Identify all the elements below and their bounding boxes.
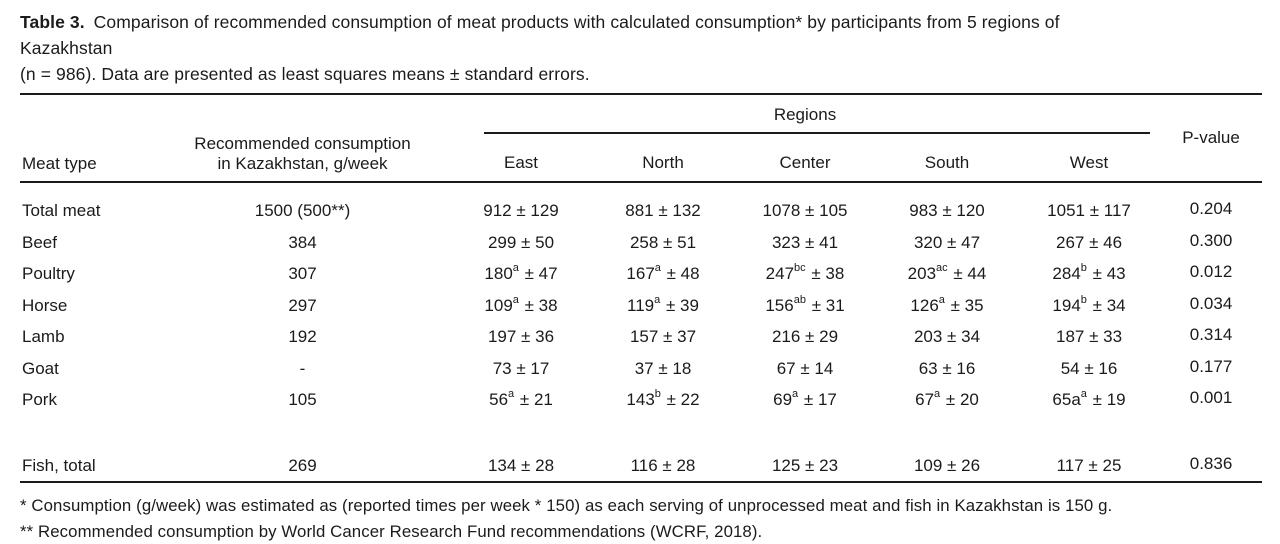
cell-region-value: 54 ± 16 <box>1018 353 1160 385</box>
cell-meat-type: Poultry <box>20 258 155 290</box>
cell-region-value: 56a ± 21 <box>450 384 592 416</box>
col-header-meat-type: Meat type <box>20 94 155 182</box>
col-header-region-south: South <box>876 153 1018 182</box>
cell-region-value: 323 ± 41 <box>734 227 876 259</box>
cell-recommended: 269 <box>155 416 450 483</box>
cell-meat-type: Lamb <box>20 321 155 353</box>
cell-p-value: 0.001 <box>1160 384 1262 416</box>
footnote-2: ** Recommended consumption by World Canc… <box>20 519 1262 544</box>
cell-region-value: 187 ± 33 <box>1018 321 1160 353</box>
cell-region-value: 1078 ± 105 <box>734 182 876 227</box>
cell-region-value: 125 ± 23 <box>734 416 876 483</box>
cell-region-value: 167a ± 48 <box>592 258 734 290</box>
footnote-1: * Consumption (g/week) was estimated as … <box>20 493 1262 519</box>
cell-region-value: 912 ± 129 <box>450 182 592 227</box>
cell-region-value: 203ac ± 44 <box>876 258 1018 290</box>
table-caption: Table 3. Comparison of recommended consum… <box>20 9 1262 87</box>
col-header-region-center: Center <box>734 153 876 182</box>
cell-recommended: 105 <box>155 384 450 416</box>
cell-region-value: 117 ± 25 <box>1018 416 1160 483</box>
comparison-table: Meat type Recommended consumption in Kaz… <box>20 93 1262 483</box>
cell-region-value: 247bc ± 38 <box>734 258 876 290</box>
header-row-top: Meat type Recommended consumption in Kaz… <box>20 94 1262 153</box>
cell-meat-type: Horse <box>20 290 155 322</box>
regions-group-label: Regions <box>450 105 1160 125</box>
cell-region-value: 203 ± 34 <box>876 321 1018 353</box>
cell-p-value: 0.034 <box>1160 290 1262 322</box>
cell-region-value: 134 ± 28 <box>450 416 592 483</box>
cell-meat-type: Goat <box>20 353 155 385</box>
col-header-recommended: Recommended consumption in Kazakhstan, g… <box>155 94 450 182</box>
cell-meat-type: Pork <box>20 384 155 416</box>
cell-p-value: 0.836 <box>1160 416 1262 483</box>
cell-meat-type: Total meat <box>20 182 155 227</box>
cell-p-value: 0.012 <box>1160 258 1262 290</box>
caption-line-1: Table 3. Comparison of recommended consum… <box>20 9 1262 35</box>
cell-region-value: 37 ± 18 <box>592 353 734 385</box>
cell-region-value: 65aa ± 19 <box>1018 384 1160 416</box>
cell-region-value: 69a ± 17 <box>734 384 876 416</box>
cell-region-value: 267 ± 46 <box>1018 227 1160 259</box>
cell-recommended: 307 <box>155 258 450 290</box>
cell-region-value: 67 ± 14 <box>734 353 876 385</box>
cell-p-value: 0.300 <box>1160 227 1262 259</box>
cell-region-value: 1051 ± 117 <box>1018 182 1160 227</box>
caption-line-3: (n = 986). Data are presented as least s… <box>20 61 1262 87</box>
cell-recommended: 192 <box>155 321 450 353</box>
cell-region-value: 126a ± 35 <box>876 290 1018 322</box>
table-number-label: Table 3. <box>20 12 85 32</box>
col-header-region-east: East <box>450 153 592 182</box>
cell-region-value: 258 ± 51 <box>592 227 734 259</box>
cell-p-value: 0.314 <box>1160 321 1262 353</box>
cell-region-value: 156ab ± 31 <box>734 290 876 322</box>
cell-region-value: 67a ± 20 <box>876 384 1018 416</box>
cell-region-value: 116 ± 28 <box>592 416 734 483</box>
cell-region-value: 194b ± 34 <box>1018 290 1160 322</box>
cell-region-value: 216 ± 29 <box>734 321 876 353</box>
cell-region-value: 119a ± 39 <box>592 290 734 322</box>
cell-region-value: 983 ± 120 <box>876 182 1018 227</box>
cell-region-value: 109 ± 26 <box>876 416 1018 483</box>
cell-region-value: 73 ± 17 <box>450 353 592 385</box>
cell-recommended: - <box>155 353 450 385</box>
recommended-header-line-2: in Kazakhstan, g/week <box>155 154 450 174</box>
caption-text: Comparison of recommended consumption of… <box>94 12 1060 32</box>
cell-region-value: 299 ± 50 <box>450 227 592 259</box>
col-group-regions: Regions <box>450 94 1160 153</box>
cell-recommended: 384 <box>155 227 450 259</box>
cell-meat-type: Fish, total <box>20 416 155 483</box>
caption-line-2: Kazakhstan <box>20 35 1262 61</box>
cell-p-value: 0.177 <box>1160 353 1262 385</box>
col-header-p-value: P-value <box>1160 94 1262 182</box>
cell-region-value: 881 ± 132 <box>592 182 734 227</box>
regions-spanner-rule <box>484 132 1150 134</box>
col-header-region-west: West <box>1018 153 1160 182</box>
col-header-region-north: North <box>592 153 734 182</box>
cell-p-value: 0.204 <box>1160 182 1262 227</box>
cell-meat-type: Beef <box>20 227 155 259</box>
cell-region-value: 197 ± 36 <box>450 321 592 353</box>
cell-recommended: 297 <box>155 290 450 322</box>
recommended-header-line-1: Recommended consumption <box>155 134 450 154</box>
cell-region-value: 320 ± 47 <box>876 227 1018 259</box>
cell-region-value: 63 ± 16 <box>876 353 1018 385</box>
cell-region-value: 180a ± 47 <box>450 258 592 290</box>
cell-region-value: 284b ± 43 <box>1018 258 1160 290</box>
cell-region-value: 109a ± 38 <box>450 290 592 322</box>
cell-region-value: 143b ± 22 <box>592 384 734 416</box>
cell-region-value: 157 ± 37 <box>592 321 734 353</box>
footnotes: * Consumption (g/week) was estimated as … <box>20 493 1262 544</box>
cell-recommended: 1500 (500**) <box>155 182 450 227</box>
table-header: Meat type Recommended consumption in Kaz… <box>20 94 1262 182</box>
